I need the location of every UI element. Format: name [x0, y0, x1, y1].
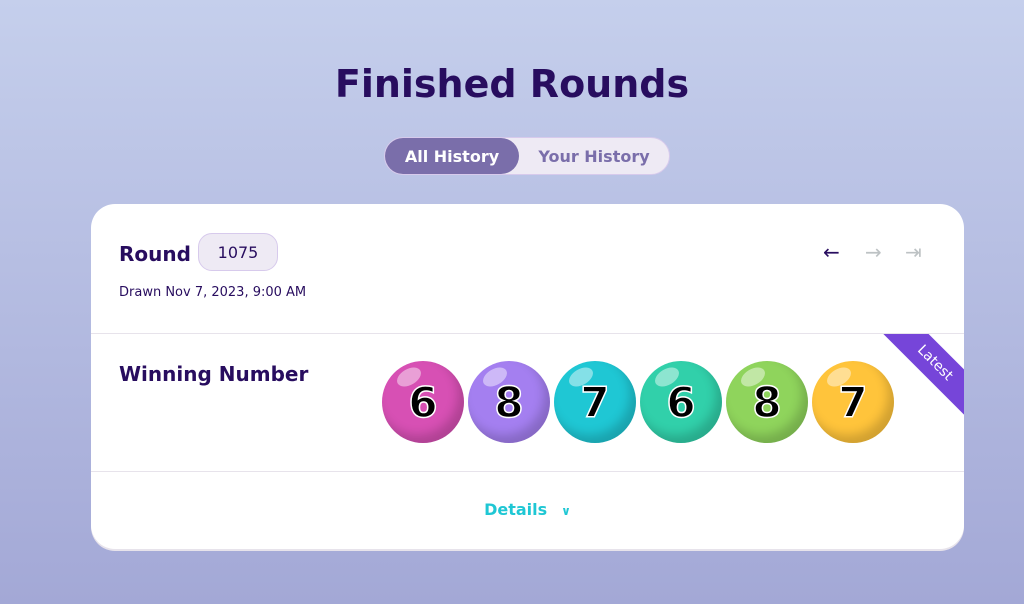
winning-ball: 7 — [812, 361, 894, 443]
round-card: Round 1075 Drawn Nov 7, 2023, 9:00 AM ← … — [91, 204, 964, 549]
winning-ball: 6 — [382, 361, 464, 443]
tab-your-history[interactable]: Your History — [538, 146, 650, 166]
round-label: Round — [119, 242, 191, 266]
ball-digit: 7 — [580, 377, 611, 428]
winning-ball: 8 — [468, 361, 550, 443]
details-label: Details — [484, 500, 548, 519]
winning-ball: 6 — [640, 361, 722, 443]
prev-round-arrow-icon[interactable]: ← — [823, 240, 840, 264]
history-tabs: All History Your History — [384, 137, 670, 175]
divider — [91, 471, 964, 472]
winning-ball: 8 — [726, 361, 808, 443]
drawn-date: Drawn Nov 7, 2023, 9:00 AM — [119, 285, 307, 300]
ball-digit: 6 — [408, 377, 439, 428]
divider — [91, 333, 964, 334]
next-round-arrow-icon[interactable]: → — [865, 240, 882, 264]
round-number-input[interactable]: 1075 — [198, 233, 278, 271]
latest-badge: Latest — [874, 334, 964, 424]
winning-ball: 7 — [554, 361, 636, 443]
ball-digit: 8 — [494, 377, 525, 428]
winning-number-label: Winning Number — [119, 362, 309, 386]
page-title: Finished Rounds — [334, 62, 690, 106]
ball-digit: 7 — [838, 377, 869, 428]
details-toggle[interactable]: Details ∨ — [91, 500, 964, 519]
chevron-down-icon: ∨ — [561, 504, 571, 518]
last-round-arrow-icon[interactable]: ⇥ — [905, 240, 922, 264]
latest-ribbon: Latest — [874, 334, 964, 424]
tab-all-history[interactable]: All History — [385, 138, 519, 174]
ball-digit: 6 — [666, 377, 697, 428]
ball-digit: 8 — [752, 377, 783, 428]
